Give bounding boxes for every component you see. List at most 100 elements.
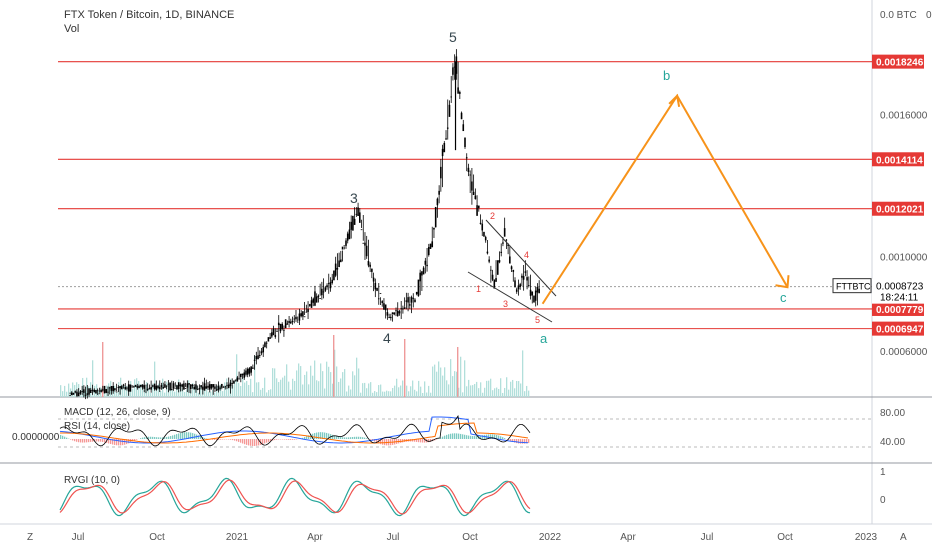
candle-body [141, 384, 144, 388]
macd-histogram-bar [416, 439, 418, 442]
candle-body [448, 104, 451, 117]
volume-bar [508, 389, 510, 397]
candle-body [284, 319, 287, 329]
candle-body [515, 289, 518, 292]
macd-histogram-bar [522, 439, 524, 444]
volume-bar [356, 357, 358, 397]
volume-bar [380, 384, 382, 397]
candle-body [208, 384, 211, 390]
candle-body [393, 312, 396, 315]
macd-histogram-bar [334, 435, 336, 439]
volume-bar [86, 377, 88, 397]
time-tick-label: 2022 [539, 532, 562, 543]
candle-body [245, 370, 247, 375]
currency-label: 0.0 BTC [880, 10, 917, 21]
candle-body [357, 207, 359, 217]
candle-body [503, 228, 506, 237]
volume-bar [132, 388, 134, 397]
volume-bar [164, 392, 166, 397]
candle-body [171, 389, 173, 390]
candle-body [253, 359, 256, 361]
macd-histogram-bar [136, 439, 138, 440]
volume-bar [460, 356, 462, 397]
macd-histogram-bar [98, 439, 100, 442]
macd-histogram-bar [182, 432, 184, 439]
candle-body [226, 385, 228, 387]
macd-histogram-bar [188, 432, 190, 439]
candle-body [69, 395, 71, 396]
candle-body [509, 256, 511, 264]
candle-body [340, 259, 342, 263]
candle-body [219, 387, 221, 389]
volume-bar [198, 392, 200, 397]
candle-body [96, 390, 99, 392]
candle-body [124, 387, 127, 390]
macd-histogram-bar [376, 439, 378, 443]
volume-bar [256, 382, 258, 397]
volume-bar [234, 380, 236, 397]
macd-histogram-bar [72, 439, 74, 441]
candle-body [122, 384, 125, 386]
candle-body [76, 391, 78, 396]
macd-histogram-bar [264, 439, 266, 444]
candle-body [257, 355, 259, 360]
candle-body [498, 260, 501, 263]
volume-bar [382, 391, 384, 397]
volume-bar [422, 392, 424, 397]
volume-bar [398, 387, 400, 397]
macd-histogram-bar [180, 432, 182, 439]
candle-body [352, 215, 354, 231]
volume-bar [394, 385, 396, 397]
volume-spike [333, 335, 335, 397]
candle-body [536, 286, 539, 293]
candle-body [538, 288, 540, 294]
volume-bar [524, 391, 526, 397]
macd-histogram-bar [122, 439, 124, 446]
volume-bar [176, 384, 178, 397]
volume-bar [446, 380, 448, 397]
candle-body [279, 323, 282, 332]
macd-histogram-bar [194, 433, 196, 439]
volume-bar [210, 391, 212, 397]
countdown-label: 18:24:11 [880, 293, 919, 304]
volume-bar [336, 366, 338, 397]
candle-body [207, 385, 209, 388]
volume-bar [368, 383, 370, 397]
volume-bar [512, 379, 514, 397]
volume-bar [82, 377, 84, 397]
volume-bar [440, 367, 442, 397]
candle-body [158, 386, 161, 390]
volume-bar [332, 383, 334, 397]
candle-body [222, 387, 225, 388]
volume-bar [108, 383, 110, 397]
macd-histogram-bar [366, 438, 368, 439]
macd-histogram-bar [456, 433, 458, 439]
volume-label: Vol [64, 23, 80, 35]
volume-bar [296, 370, 298, 397]
macd-histogram-bar [256, 439, 258, 446]
candle-body [417, 279, 420, 297]
volume-bar [470, 385, 472, 397]
candle-body [105, 389, 108, 393]
candle-body [191, 384, 194, 387]
wave-label-a: a [540, 331, 548, 346]
candle-body [243, 372, 246, 378]
volume-bar [172, 390, 174, 397]
candle-body [419, 272, 421, 282]
volume-bar [220, 384, 222, 397]
macd-histogram-bar [60, 434, 62, 439]
candle-body [234, 379, 237, 381]
current-price-label: 0.0008723 [876, 282, 924, 293]
candle-body [155, 385, 158, 390]
candle-body [369, 264, 371, 267]
macd-histogram-bar [320, 432, 322, 439]
candle-body [127, 384, 130, 392]
macd-histogram-bar [218, 439, 220, 440]
candle-body [331, 279, 334, 283]
macd-histogram-bar [112, 439, 114, 445]
candle-body [379, 293, 382, 294]
candle-body [146, 388, 149, 391]
candle-body [164, 384, 166, 388]
candle-body [324, 287, 327, 291]
